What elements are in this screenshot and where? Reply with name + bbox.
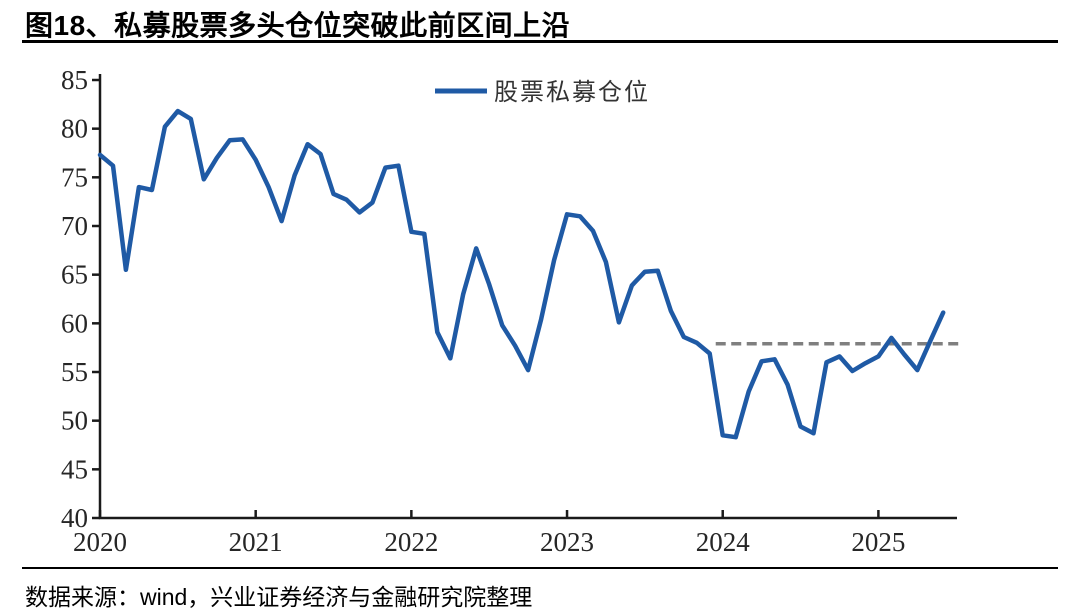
y-tick-label: 55 (61, 357, 88, 387)
y-tick-label: 85 (61, 65, 88, 95)
position-series-line (97, 108, 946, 440)
line-chart: 40 45 50 55 60 65 70 75 80 85 2020 2021 2022 2023 2024… (61, 65, 962, 557)
x-tick-label: 2025 (851, 527, 905, 557)
y-tick-label: 65 (61, 260, 88, 290)
y-tick-label: 40 (61, 503, 88, 533)
x-tick-label: 2020 (73, 527, 127, 557)
y-tick-label: 80 (61, 114, 88, 144)
y-tick-label: 45 (61, 454, 88, 484)
y-tick-label: 70 (61, 211, 88, 241)
x-tick-label: 2021 (229, 527, 283, 557)
data-source: 数据来源：wind，兴业证券经济与金融研究院整理 (25, 584, 533, 610)
legend-label: 股票私募仓位 (494, 79, 650, 106)
y-tick-label: 50 (61, 406, 88, 436)
y-tick-label: 60 (61, 308, 88, 338)
x-tick-label: 2024 (696, 527, 751, 557)
x-tick-label: 2023 (540, 527, 594, 557)
title-divider (22, 40, 1058, 43)
y-tick-label: 75 (61, 162, 88, 192)
footer-divider (22, 567, 1058, 569)
figure-title: 图18、私募股票多头仓位突破此前区间上沿 (25, 10, 571, 41)
x-tick-label: 2022 (384, 527, 438, 557)
